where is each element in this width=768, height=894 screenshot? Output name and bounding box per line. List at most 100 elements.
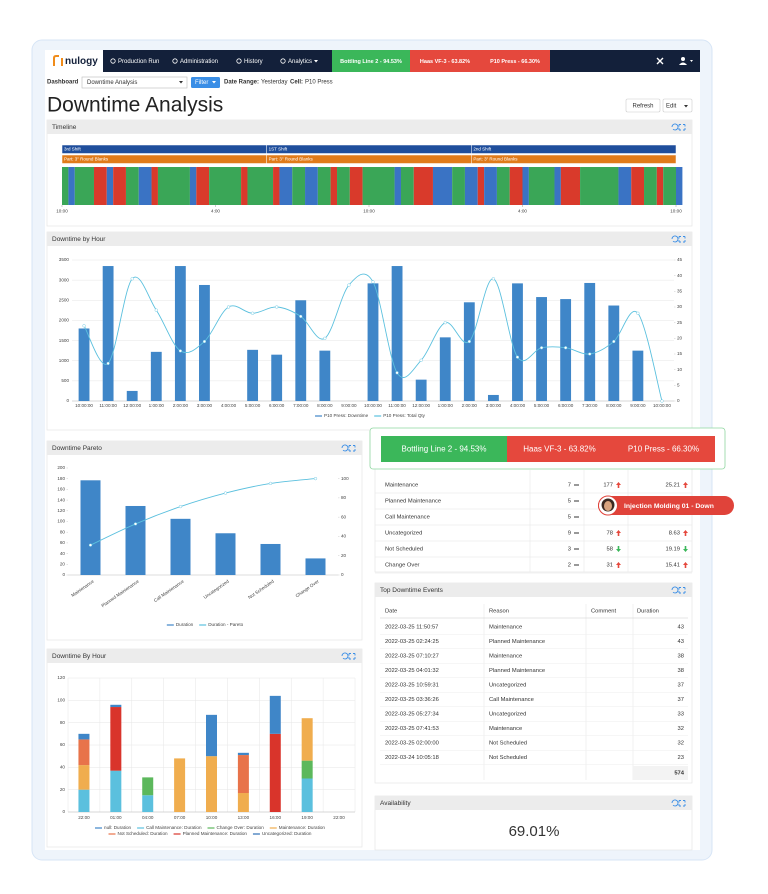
- shift-bar: [471, 144, 677, 154]
- event-duration: 23: [678, 755, 684, 761]
- state-segment: [62, 167, 69, 205]
- state-segment: [247, 167, 274, 205]
- reason-percent: 8.63: [669, 531, 680, 537]
- line-point: [636, 311, 640, 315]
- legend-label: Not Scheduled: Duration: [118, 831, 168, 836]
- status-tile[interactable]: [332, 50, 410, 72]
- refresh-icon[interactable]: [341, 444, 349, 452]
- state-segment: [676, 167, 683, 205]
- edit-button[interactable]: [662, 98, 693, 113]
- reason-name: Maintenance: [385, 483, 418, 489]
- reason-duration: 31: [607, 563, 613, 569]
- popup-tile-label: Haas VF-3 - 63.82%: [523, 445, 595, 454]
- bar-segment: [110, 704, 122, 708]
- caret: [179, 81, 183, 84]
- expand-icon[interactable]: [678, 800, 686, 807]
- nav-item[interactable]: Analytics: [288, 59, 312, 65]
- panel-title: Availability: [380, 800, 411, 807]
- state-segment: [106, 167, 114, 205]
- trend-up: [616, 562, 621, 568]
- bar: [150, 351, 162, 401]
- avatar-face: [604, 501, 612, 511]
- refresh-button[interactable]: [625, 98, 661, 113]
- line-point: [323, 336, 327, 340]
- x-tick-label: 10:00: [670, 209, 682, 214]
- cell-label: Cell:: [290, 80, 303, 86]
- bar: [415, 379, 427, 401]
- y-tick-label: 500: [61, 378, 69, 383]
- bar: [391, 266, 403, 401]
- refresh-icon[interactable]: [341, 652, 349, 660]
- status-tile-label: Bottling Line 2 - 94.53%: [340, 59, 402, 65]
- popup-tile[interactable]: [381, 436, 507, 462]
- line-point: [88, 543, 93, 547]
- event-reason: Not Scheduled: [489, 741, 527, 747]
- part-label: Part: 3" Round Blanks: [269, 157, 314, 162]
- trend-up: [616, 530, 621, 536]
- nav-right-icons: [656, 57, 693, 65]
- user-icon[interactable]: [681, 57, 685, 61]
- reason-count: 3: [568, 547, 571, 553]
- line-point: [82, 324, 86, 328]
- state-segment: [292, 167, 306, 205]
- refresh-label: Refresh: [632, 104, 653, 110]
- bar-segment: [301, 718, 313, 761]
- nav-item[interactable]: Administration: [180, 59, 218, 65]
- line-point: [443, 321, 447, 325]
- nav-item[interactable]: History: [244, 59, 263, 65]
- expand-icon[interactable]: [678, 587, 686, 594]
- state-segment: [337, 167, 350, 205]
- x-tick-label: 10:00:00: [75, 403, 93, 408]
- logo: nulogy: [65, 56, 98, 67]
- state-segment: [362, 167, 395, 205]
- shift-label: 3rd Shift: [64, 147, 82, 152]
- filter-button[interactable]: [191, 77, 220, 88]
- x-tick-label: 5:00:00: [534, 403, 550, 408]
- panel-title: Downtime by Hour: [52, 236, 106, 243]
- legend-label: Change Over: Duration: [217, 825, 265, 830]
- event-duration: 32: [678, 741, 684, 747]
- expand-icon[interactable]: [348, 653, 356, 660]
- state-segment: [74, 167, 94, 205]
- status-tile[interactable]: [480, 50, 550, 72]
- state-segment: [279, 167, 293, 205]
- expand-icon[interactable]: [348, 445, 356, 452]
- x-tick-label: 4:00: [211, 209, 220, 214]
- state-segment: [496, 167, 510, 205]
- line-point: [588, 352, 592, 356]
- popup-tile[interactable]: [612, 436, 715, 462]
- bar-segment: [237, 755, 249, 794]
- bar: [439, 337, 451, 401]
- line-point: [178, 349, 182, 353]
- caret: [314, 60, 319, 63]
- line-point: [515, 355, 520, 359]
- expand-icon[interactable]: [678, 124, 686, 131]
- x-tick-label: 11:00:00: [99, 403, 117, 408]
- refresh-icon[interactable]: [671, 799, 679, 807]
- state-segment: [663, 167, 676, 205]
- dashboard-select[interactable]: [81, 76, 188, 89]
- state-segment: [554, 167, 561, 205]
- state-segment: [656, 167, 664, 205]
- refresh-icon[interactable]: [671, 586, 679, 594]
- y-tick-label: 80: [60, 720, 66, 725]
- state-segment: [484, 167, 497, 205]
- bar: [215, 533, 236, 575]
- reason-name: Planned Maintenance: [385, 499, 441, 505]
- reason-count: 5: [568, 515, 571, 521]
- y-tick-label: 20: [60, 562, 66, 567]
- event-date: 2022-03-25 07:41:53: [385, 726, 439, 732]
- refresh-icon[interactable]: [671, 235, 679, 243]
- close-icon[interactable]: [656, 57, 664, 65]
- nav-item[interactable]: Production Run: [118, 59, 159, 65]
- refresh-icon[interactable]: [671, 123, 679, 131]
- bar: [102, 266, 114, 401]
- line-point: [106, 361, 110, 365]
- expand-icon[interactable]: [678, 236, 686, 243]
- bar-segment: [142, 777, 154, 796]
- bar: [319, 350, 331, 401]
- y-tick-label: 0: [66, 398, 69, 403]
- status-tile[interactable]: [410, 50, 480, 72]
- popup-tile[interactable]: [507, 436, 612, 462]
- y2-tick-label: 35: [677, 289, 683, 294]
